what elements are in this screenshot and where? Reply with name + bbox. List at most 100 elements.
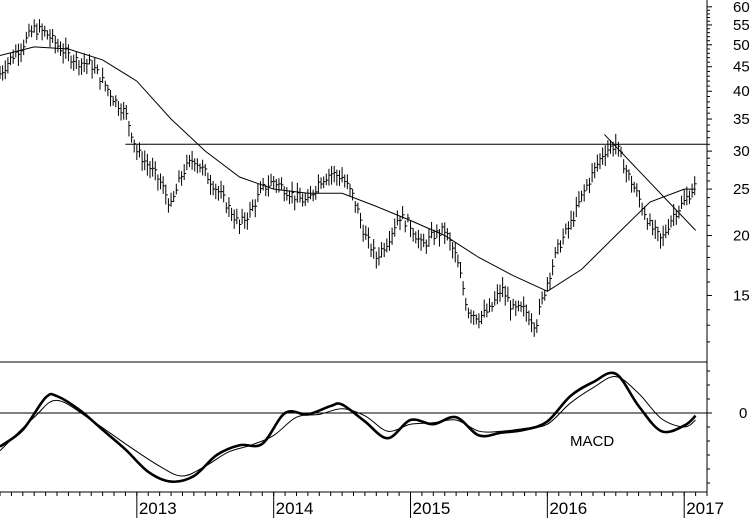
price-bar: [352, 188, 355, 201]
price-bar: [320, 177, 324, 189]
price-bar: [407, 213, 410, 223]
price-bar: [660, 233, 663, 249]
price-bar: [91, 60, 95, 79]
trendline: [604, 134, 696, 231]
price-tick-label: 50: [733, 37, 750, 54]
price-bar: [667, 218, 671, 236]
price-bar: [273, 176, 276, 190]
price-bar: [110, 90, 113, 107]
price-bar: [246, 212, 250, 230]
price-bar: [425, 239, 429, 254]
price-bar: [341, 167, 345, 183]
price-bar: [420, 233, 424, 251]
price-bar: [4, 60, 8, 80]
price-bar: [607, 140, 610, 158]
price-bar: [170, 192, 174, 207]
price-bar: [2, 65, 5, 81]
price-bar: [15, 44, 18, 58]
price-bar: [160, 173, 163, 190]
price-bar: [662, 225, 666, 247]
price-bar: [65, 37, 68, 59]
price-bar: [596, 154, 600, 172]
price-tick-label: 20: [733, 228, 750, 245]
price-bar: [123, 101, 126, 120]
price-bar: [96, 64, 100, 75]
price-bar: [299, 187, 302, 203]
price-bar: [686, 186, 689, 206]
macd-axis: 0: [707, 370, 747, 484]
price-bar: [120, 103, 124, 121]
price-bar: [470, 309, 474, 324]
price-bar: [583, 184, 587, 202]
price-bar: [131, 132, 134, 143]
price-bar: [199, 163, 202, 173]
price-bar: [536, 319, 539, 333]
price-bar: [165, 184, 168, 205]
price-bar: [73, 54, 76, 71]
price-bar: [128, 120, 131, 137]
price-tick-label: 30: [733, 143, 750, 160]
price-bar: [570, 210, 574, 230]
price-bar: [312, 189, 316, 202]
price-bar: [538, 298, 542, 315]
price-bar: [146, 153, 150, 176]
price-bar: [36, 23, 39, 41]
price-bar: [112, 96, 116, 106]
price-bar: [328, 168, 331, 186]
price-bar: [362, 224, 366, 242]
price-tick-label: 35: [733, 111, 750, 128]
price-bar: [125, 104, 129, 120]
price-bar: [557, 239, 560, 255]
price-bar: [670, 215, 674, 228]
price-bar: [552, 259, 555, 276]
price-bar: [546, 277, 550, 292]
price-bar: [575, 196, 579, 218]
price-bar: [373, 239, 376, 259]
price-bar: [338, 170, 342, 187]
price-bar: [560, 240, 563, 253]
price-bar: [588, 177, 592, 194]
macd-signal-line: [0, 376, 696, 477]
price-bar: [631, 175, 634, 193]
price-tick-label: 55: [733, 17, 750, 34]
price-bar: [475, 314, 479, 325]
price-bar: [412, 228, 416, 242]
price-tick-label: 60: [733, 0, 750, 16]
price-bar: [210, 174, 213, 195]
price-bar: [531, 313, 534, 333]
price-bar: [678, 205, 681, 219]
price-bar: [212, 181, 216, 196]
price-bar: [10, 52, 13, 66]
price-bar: [633, 181, 637, 193]
price-bar: [628, 169, 631, 181]
price-bar: [52, 28, 55, 43]
price-bar: [149, 161, 152, 179]
price-bar: [220, 180, 224, 199]
price-bar: [231, 207, 234, 222]
price-bar: [138, 142, 142, 158]
price-bar: [594, 162, 597, 179]
price-bar: [254, 199, 258, 218]
price-bar: [81, 58, 84, 75]
price-bar: [441, 222, 445, 234]
year-label: 2016: [549, 499, 587, 518]
price-bar: [478, 313, 481, 329]
price-bar: [57, 38, 60, 53]
price-bar: [117, 101, 121, 116]
price-bar: [225, 202, 229, 214]
price-bar: [325, 173, 329, 186]
price-bar: [115, 95, 118, 108]
price-bar: [236, 208, 239, 225]
price-bar: [336, 169, 339, 186]
price-tick-label: 40: [733, 83, 750, 100]
price-bar: [202, 159, 205, 176]
price-bar: [360, 212, 363, 229]
price-bar: [260, 181, 263, 194]
price-bar: [44, 25, 47, 37]
price-bar: [502, 277, 505, 298]
price-bar: [78, 60, 81, 76]
price-bar: [191, 150, 195, 170]
price-bar: [541, 291, 545, 305]
price-bar: [394, 218, 397, 237]
price-bar: [602, 147, 605, 165]
